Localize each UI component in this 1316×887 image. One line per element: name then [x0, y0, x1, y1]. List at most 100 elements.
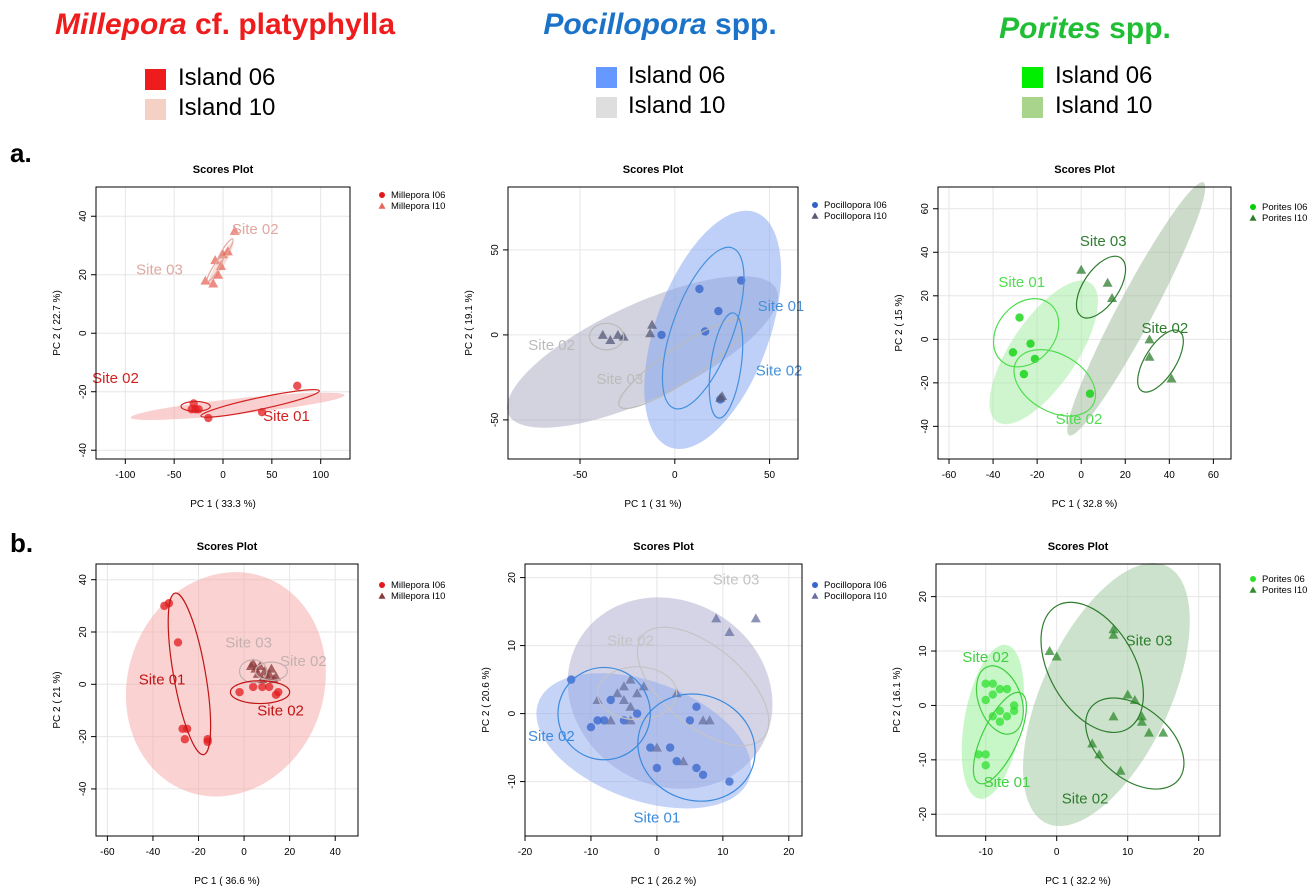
- group-ellipse: [125, 572, 326, 797]
- data-point: [235, 687, 244, 697]
- x-tick-label: 60: [1208, 470, 1220, 481]
- x-axis-label: PC 1 ( 32.8 %): [1052, 499, 1118, 510]
- site-ellipse: [1013, 349, 1097, 417]
- scores-plot-panel: Site 03 Site 02 Site 02 Site 01 -20 -10 0 10 20 -…: [481, 541, 887, 887]
- plot-title: Scores Plot: [623, 164, 684, 176]
- data-point: [252, 668, 263, 678]
- data-point: [1009, 701, 1019, 710]
- data-point: [1144, 334, 1155, 344]
- island06-swatch: [145, 69, 166, 90]
- legend-marker: [1250, 576, 1256, 582]
- site-label: Site 02: [756, 363, 803, 380]
- group-ellipse: [1067, 182, 1206, 436]
- data-point: [1002, 684, 1012, 694]
- data-point: [1108, 624, 1119, 634]
- site-ellipse: [992, 298, 1060, 368]
- data-point: [249, 682, 258, 692]
- x-tick-label: 0: [241, 847, 247, 858]
- y-tick-label: -20: [78, 384, 89, 399]
- data-point: [665, 743, 675, 752]
- data-point: [651, 742, 662, 752]
- y-tick-label: 50: [490, 244, 501, 256]
- data-point: [258, 682, 267, 692]
- data-point: [724, 627, 735, 636]
- x-tick-label: 20: [783, 847, 795, 858]
- data-point: [988, 679, 997, 688]
- site-label: Site 02: [257, 703, 304, 720]
- data-point: [1044, 646, 1055, 656]
- legend-label: Pocillopora I06: [824, 200, 887, 211]
- site-ellipse: [254, 661, 288, 681]
- y-tick-label: 60: [920, 203, 931, 215]
- y-tick-label: 10: [918, 645, 929, 657]
- data-point: [210, 255, 221, 265]
- data-point: [714, 306, 723, 316]
- island06-swatch: [596, 67, 617, 88]
- x-tick-label: -10: [978, 847, 993, 858]
- site-label: Site 01: [758, 298, 805, 315]
- data-point: [618, 695, 629, 704]
- data-point: [1085, 389, 1095, 398]
- x-tick-label: 0: [1054, 847, 1060, 858]
- y-tick-label: 0: [920, 336, 931, 342]
- legend-label: Millepora I10: [391, 201, 445, 212]
- legend-marker: [378, 592, 386, 599]
- plot-frame: [937, 186, 1232, 460]
- site-ellipse: [1085, 697, 1185, 790]
- y-tick-label: -20: [78, 729, 89, 744]
- data-point: [625, 674, 636, 684]
- legend-label: Millepora I06: [391, 580, 445, 591]
- data-point: [1136, 716, 1147, 726]
- legend-label: Pocillopora I10: [824, 211, 887, 222]
- legend-label: Millepora I06: [391, 190, 445, 201]
- legend-label: Pocillopora I10: [824, 591, 887, 602]
- x-axis-label: PC 1 ( 33.3 %): [190, 499, 256, 510]
- x-axis-label: PC 1 ( 36.6 %): [194, 876, 260, 887]
- data-point: [657, 330, 666, 340]
- data-point: [1158, 727, 1169, 737]
- data-point: [632, 709, 642, 718]
- site-label: Site 02: [92, 370, 139, 387]
- data-point: [257, 408, 267, 417]
- data-point: [612, 688, 623, 698]
- data-point: [1136, 711, 1147, 721]
- island06-label: Island 06: [628, 62, 726, 89]
- site-label: Site 02: [528, 728, 575, 745]
- data-point: [274, 687, 283, 697]
- data-point: [1019, 369, 1029, 379]
- data-point: [1108, 629, 1119, 639]
- group-ellipse: [989, 280, 1098, 425]
- data-point: [1087, 738, 1098, 748]
- plot-title: Scores Plot: [193, 164, 254, 176]
- x-tick-label: -40: [146, 847, 161, 858]
- site-ellipse: [636, 626, 770, 747]
- x-tick-label: 50: [266, 470, 278, 481]
- scores-plot-panel: Site 02 Site 01 Site 03 Site 02 -100 -50 0 50 10…: [52, 164, 445, 510]
- data-point: [1107, 292, 1118, 302]
- x-tick-label: -60: [100, 847, 115, 858]
- species-qualifier: spp.: [706, 8, 777, 41]
- data-point: [678, 756, 689, 766]
- data-point: [974, 750, 983, 759]
- x-tick-label: 0: [654, 847, 660, 858]
- site-ellipse: [229, 680, 291, 705]
- data-point: [692, 702, 701, 711]
- island10-label: Island 10: [628, 92, 726, 119]
- y-tick-label: 20: [507, 572, 518, 584]
- site-label: Site 01: [984, 774, 1031, 791]
- y-tick-label: 20: [78, 269, 89, 281]
- y-axis-label: PC 2 ( 21 %): [52, 671, 63, 728]
- x-tick-label: -50: [573, 470, 588, 481]
- data-point: [1108, 711, 1119, 721]
- data-point: [1076, 264, 1087, 274]
- data-point: [698, 715, 709, 725]
- x-axis-label: PC 1 ( 32.2 %): [1045, 876, 1111, 887]
- site-label: Site 02: [1056, 411, 1103, 428]
- y-axis-label: PC 2 ( 15 %): [894, 294, 905, 351]
- y-axis-label: PC 2 ( 19.1 %): [464, 290, 475, 356]
- legend-label: Porites I10: [1262, 585, 1307, 596]
- group-ellipse: [1023, 563, 1190, 827]
- site-ellipse: [588, 322, 625, 351]
- site-ellipse: [708, 312, 744, 419]
